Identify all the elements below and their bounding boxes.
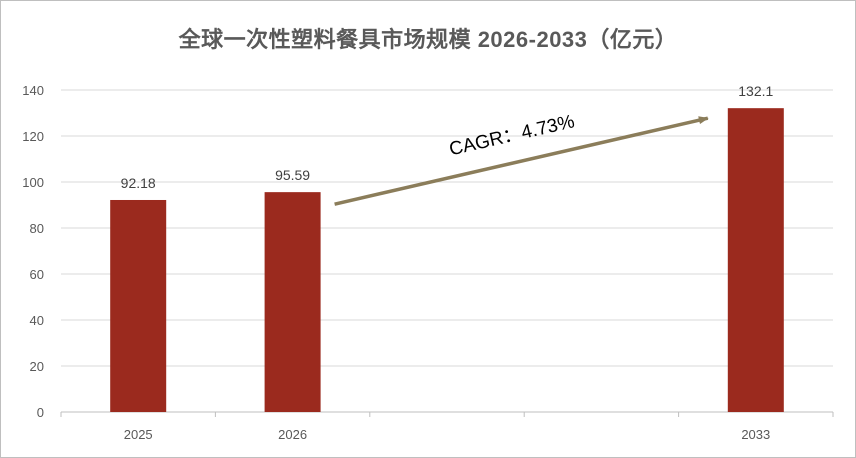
x-tick-label: 2033 xyxy=(741,427,770,442)
chart-title: 全球一次性塑料餐具市场规模 2026-2033（亿元） xyxy=(178,27,678,52)
bar xyxy=(264,192,321,412)
data-label: 92.18 xyxy=(121,175,156,191)
y-tick-label: 60 xyxy=(30,267,44,282)
data-label: 95.59 xyxy=(275,167,310,183)
data-label: 132.1 xyxy=(738,83,773,99)
y-tick-label: 80 xyxy=(30,221,44,236)
y-tick-label: 140 xyxy=(22,83,44,98)
bar xyxy=(727,108,784,413)
y-tick-label: 40 xyxy=(30,313,44,328)
y-tick-label: 120 xyxy=(22,129,44,144)
cagr-arrow xyxy=(334,116,709,206)
y-tick-label: 0 xyxy=(37,405,44,420)
x-tick-label: 2025 xyxy=(124,427,153,442)
x-tick-label: 2026 xyxy=(278,427,307,442)
y-tick-label: 100 xyxy=(22,175,44,190)
bar xyxy=(110,199,167,412)
y-tick-label: 20 xyxy=(30,359,44,374)
